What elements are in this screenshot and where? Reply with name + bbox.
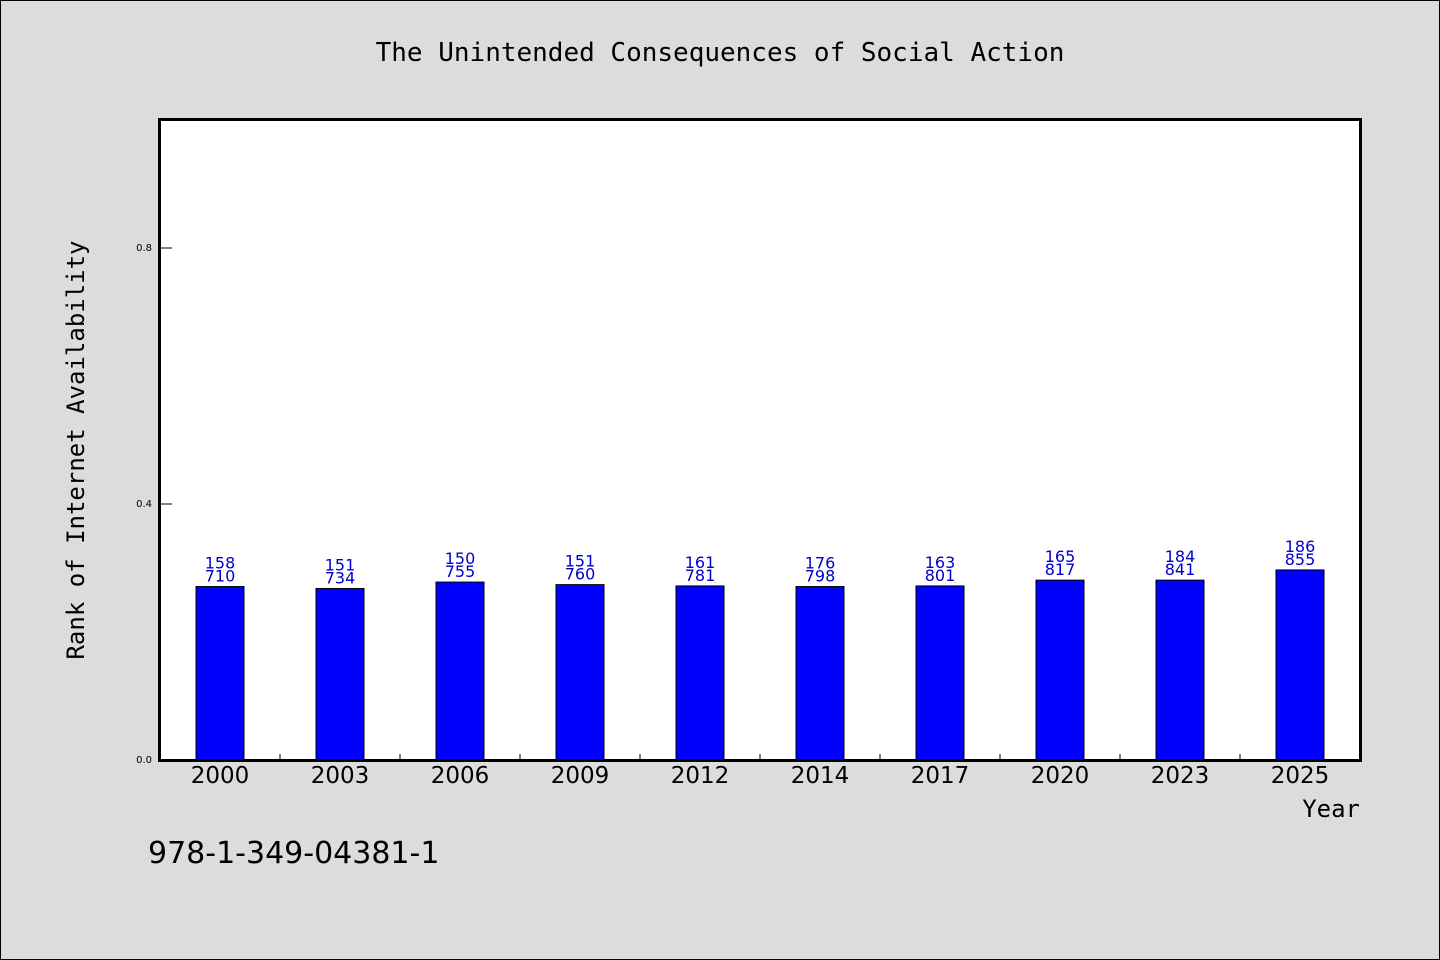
y-tick-label: 0.8 [136, 243, 152, 254]
bar-label: 151 [325, 555, 356, 574]
x-tick-label: 2020 [1031, 763, 1090, 789]
y-axis-label: Rank of Internet Availability [62, 240, 90, 659]
bar-2012 [675, 585, 725, 761]
bar-label: 760 [565, 565, 596, 584]
bar-label: 161 [685, 553, 716, 572]
x-tick-label: 2003 [311, 763, 370, 789]
isbn-text: 978-1-349-04381-1 [148, 836, 439, 871]
y-axis-ticks: 0.0 0.4 0.8 [136, 243, 172, 766]
x-tick-label: 2000 [191, 763, 250, 789]
x-tick-label: 2014 [791, 763, 850, 789]
bar-2006 [435, 581, 485, 761]
chart-title: The Unintended Consequences of Social Ac… [376, 38, 1065, 68]
bar-label: 184 [1165, 547, 1196, 566]
bar-label: 163 [925, 553, 956, 572]
x-tick-label: 2006 [431, 763, 490, 789]
bar-labels-group: 1587101517341507551517601617811767981638… [205, 537, 1316, 588]
x-tick-label: 2017 [911, 763, 970, 789]
bar-2000 [195, 586, 245, 761]
bar-label: 710 [205, 567, 236, 586]
bar-label: 801 [925, 566, 956, 585]
bar-label: 165 [1045, 547, 1076, 566]
bars-group [195, 569, 1325, 761]
bar-2014 [795, 586, 845, 761]
y-tick-label: 0.0 [136, 755, 152, 766]
x-axis-label: Year [1302, 795, 1360, 823]
bar-label: 817 [1045, 560, 1076, 579]
bar-label: 781 [685, 566, 716, 585]
bar-label: 798 [805, 567, 836, 586]
x-tick-label: 2023 [1151, 763, 1210, 789]
bar-label: 150 [445, 549, 476, 568]
bar-2009 [555, 584, 605, 761]
bar-label: 176 [805, 554, 836, 573]
bar-2023 [1155, 579, 1205, 761]
bar-2025 [1275, 569, 1325, 761]
x-tick-label: 2009 [551, 763, 610, 789]
bar-label: 855 [1285, 550, 1316, 569]
bar-2003 [315, 587, 365, 761]
x-tick-label: 2025 [1271, 763, 1330, 789]
bar-label: 158 [205, 554, 236, 573]
y-tick-label: 0.4 [136, 499, 152, 510]
bar-label: 734 [325, 568, 356, 587]
bar-2017 [915, 585, 965, 761]
bar-label: 755 [445, 562, 476, 581]
x-tick-label: 2012 [671, 763, 730, 789]
x-axis-ticks: 2000 2003 2006 2009 2012 2014 2017 2020 2023 2025 [191, 754, 1330, 789]
bar-2020 [1035, 579, 1085, 761]
bar-label: 151 [565, 552, 596, 571]
bar-label: 841 [1165, 560, 1196, 579]
bar-label: 186 [1285, 537, 1316, 556]
